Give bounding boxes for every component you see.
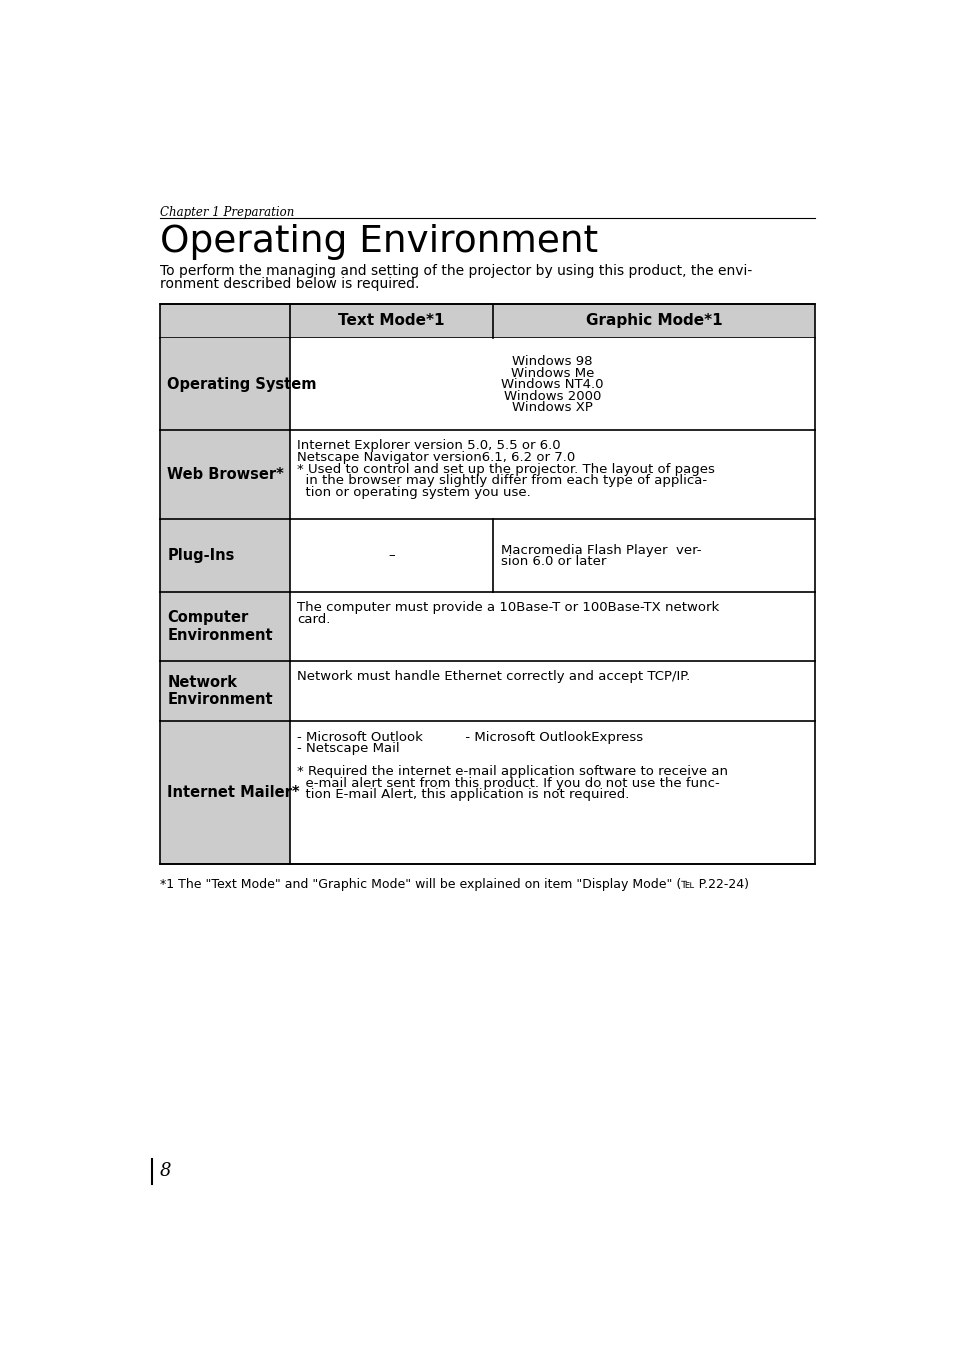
Bar (159, 519, 290, 592)
Text: Windows Me: Windows Me (510, 366, 594, 380)
Text: Operating System: Operating System (167, 376, 316, 392)
Bar (290, 661, 815, 721)
Text: in the browser may slightly differ from each type of applica-: in the browser may slightly differ from … (297, 475, 707, 487)
Text: Internet Explorer version 5.0, 5.5 or 6.0: Internet Explorer version 5.0, 5.5 or 6.… (297, 439, 560, 453)
Bar (159, 661, 290, 721)
Bar (290, 721, 815, 864)
Text: sion 6.0 or later: sion 6.0 or later (500, 556, 605, 568)
Text: Windows NT4.0: Windows NT4.0 (500, 379, 603, 391)
Bar (493, 304, 815, 338)
Text: The computer must provide a 10Base-T or 100Base-TX network: The computer must provide a 10Base-T or … (297, 602, 719, 614)
Text: –: – (388, 549, 395, 562)
Text: Windows XP: Windows XP (512, 402, 593, 414)
Text: Computer
Environment: Computer Environment (167, 610, 273, 642)
Text: e-mail alert sent from this product. If you do not use the func-: e-mail alert sent from this product. If … (297, 776, 720, 790)
Text: Network must handle Ethernet correctly and accept TCP/IP.: Network must handle Ethernet correctly a… (297, 671, 690, 684)
Text: card.: card. (297, 612, 331, 626)
Bar (290, 338, 815, 430)
Bar (159, 338, 290, 430)
Text: Netscape Navigator version6.1, 6.2 or 7.0: Netscape Navigator version6.1, 6.2 or 7.… (297, 452, 576, 464)
Text: Network
Environment: Network Environment (167, 675, 273, 707)
Bar (159, 304, 815, 338)
Text: * Used to control and set up the projector. The layout of pages: * Used to control and set up the project… (297, 462, 715, 476)
Bar (290, 430, 815, 519)
Bar (290, 592, 815, 661)
Bar (290, 304, 493, 338)
Bar (290, 519, 493, 592)
Text: Windows 98: Windows 98 (512, 356, 592, 368)
Text: Macromedia Flash Player  ver-: Macromedia Flash Player ver- (500, 544, 700, 557)
Text: ronment described below is required.: ronment described below is required. (159, 277, 418, 291)
Bar (159, 430, 290, 519)
Text: Graphic Mode*1: Graphic Mode*1 (585, 314, 721, 329)
Bar (493, 519, 815, 592)
Text: Text Mode*1: Text Mode*1 (337, 314, 444, 329)
Bar (159, 304, 290, 338)
Text: Windows 2000: Windows 2000 (503, 389, 600, 403)
Text: - Netscape Mail: - Netscape Mail (297, 742, 399, 754)
Text: - Microsoft Outlook          - Microsoft OutlookExpress: - Microsoft Outlook - Microsoft OutlookE… (297, 730, 643, 744)
Text: * Required the internet e-mail application software to receive an: * Required the internet e-mail applicati… (297, 765, 728, 779)
Text: Web Browser*: Web Browser* (167, 466, 284, 481)
Text: *1 The "Text Mode" and "Graphic Mode" will be explained on item "Display Mode" (: *1 The "Text Mode" and "Graphic Mode" wi… (159, 877, 748, 891)
Text: To perform the managing and setting of the projector by using this product, the : To perform the managing and setting of t… (159, 264, 751, 279)
Text: Chapter 1 Preparation: Chapter 1 Preparation (159, 206, 294, 219)
Text: Operating Environment: Operating Environment (159, 224, 597, 260)
Text: 8: 8 (159, 1161, 171, 1180)
Bar (159, 592, 290, 661)
Text: Plug-Ins: Plug-Ins (167, 548, 234, 562)
Text: Internet Mailer*: Internet Mailer* (167, 786, 299, 800)
Text: tion E-mail Alert, this application is not required.: tion E-mail Alert, this application is n… (297, 788, 629, 802)
Bar (159, 721, 290, 864)
Text: tion or operating system you use.: tion or operating system you use. (297, 485, 531, 499)
